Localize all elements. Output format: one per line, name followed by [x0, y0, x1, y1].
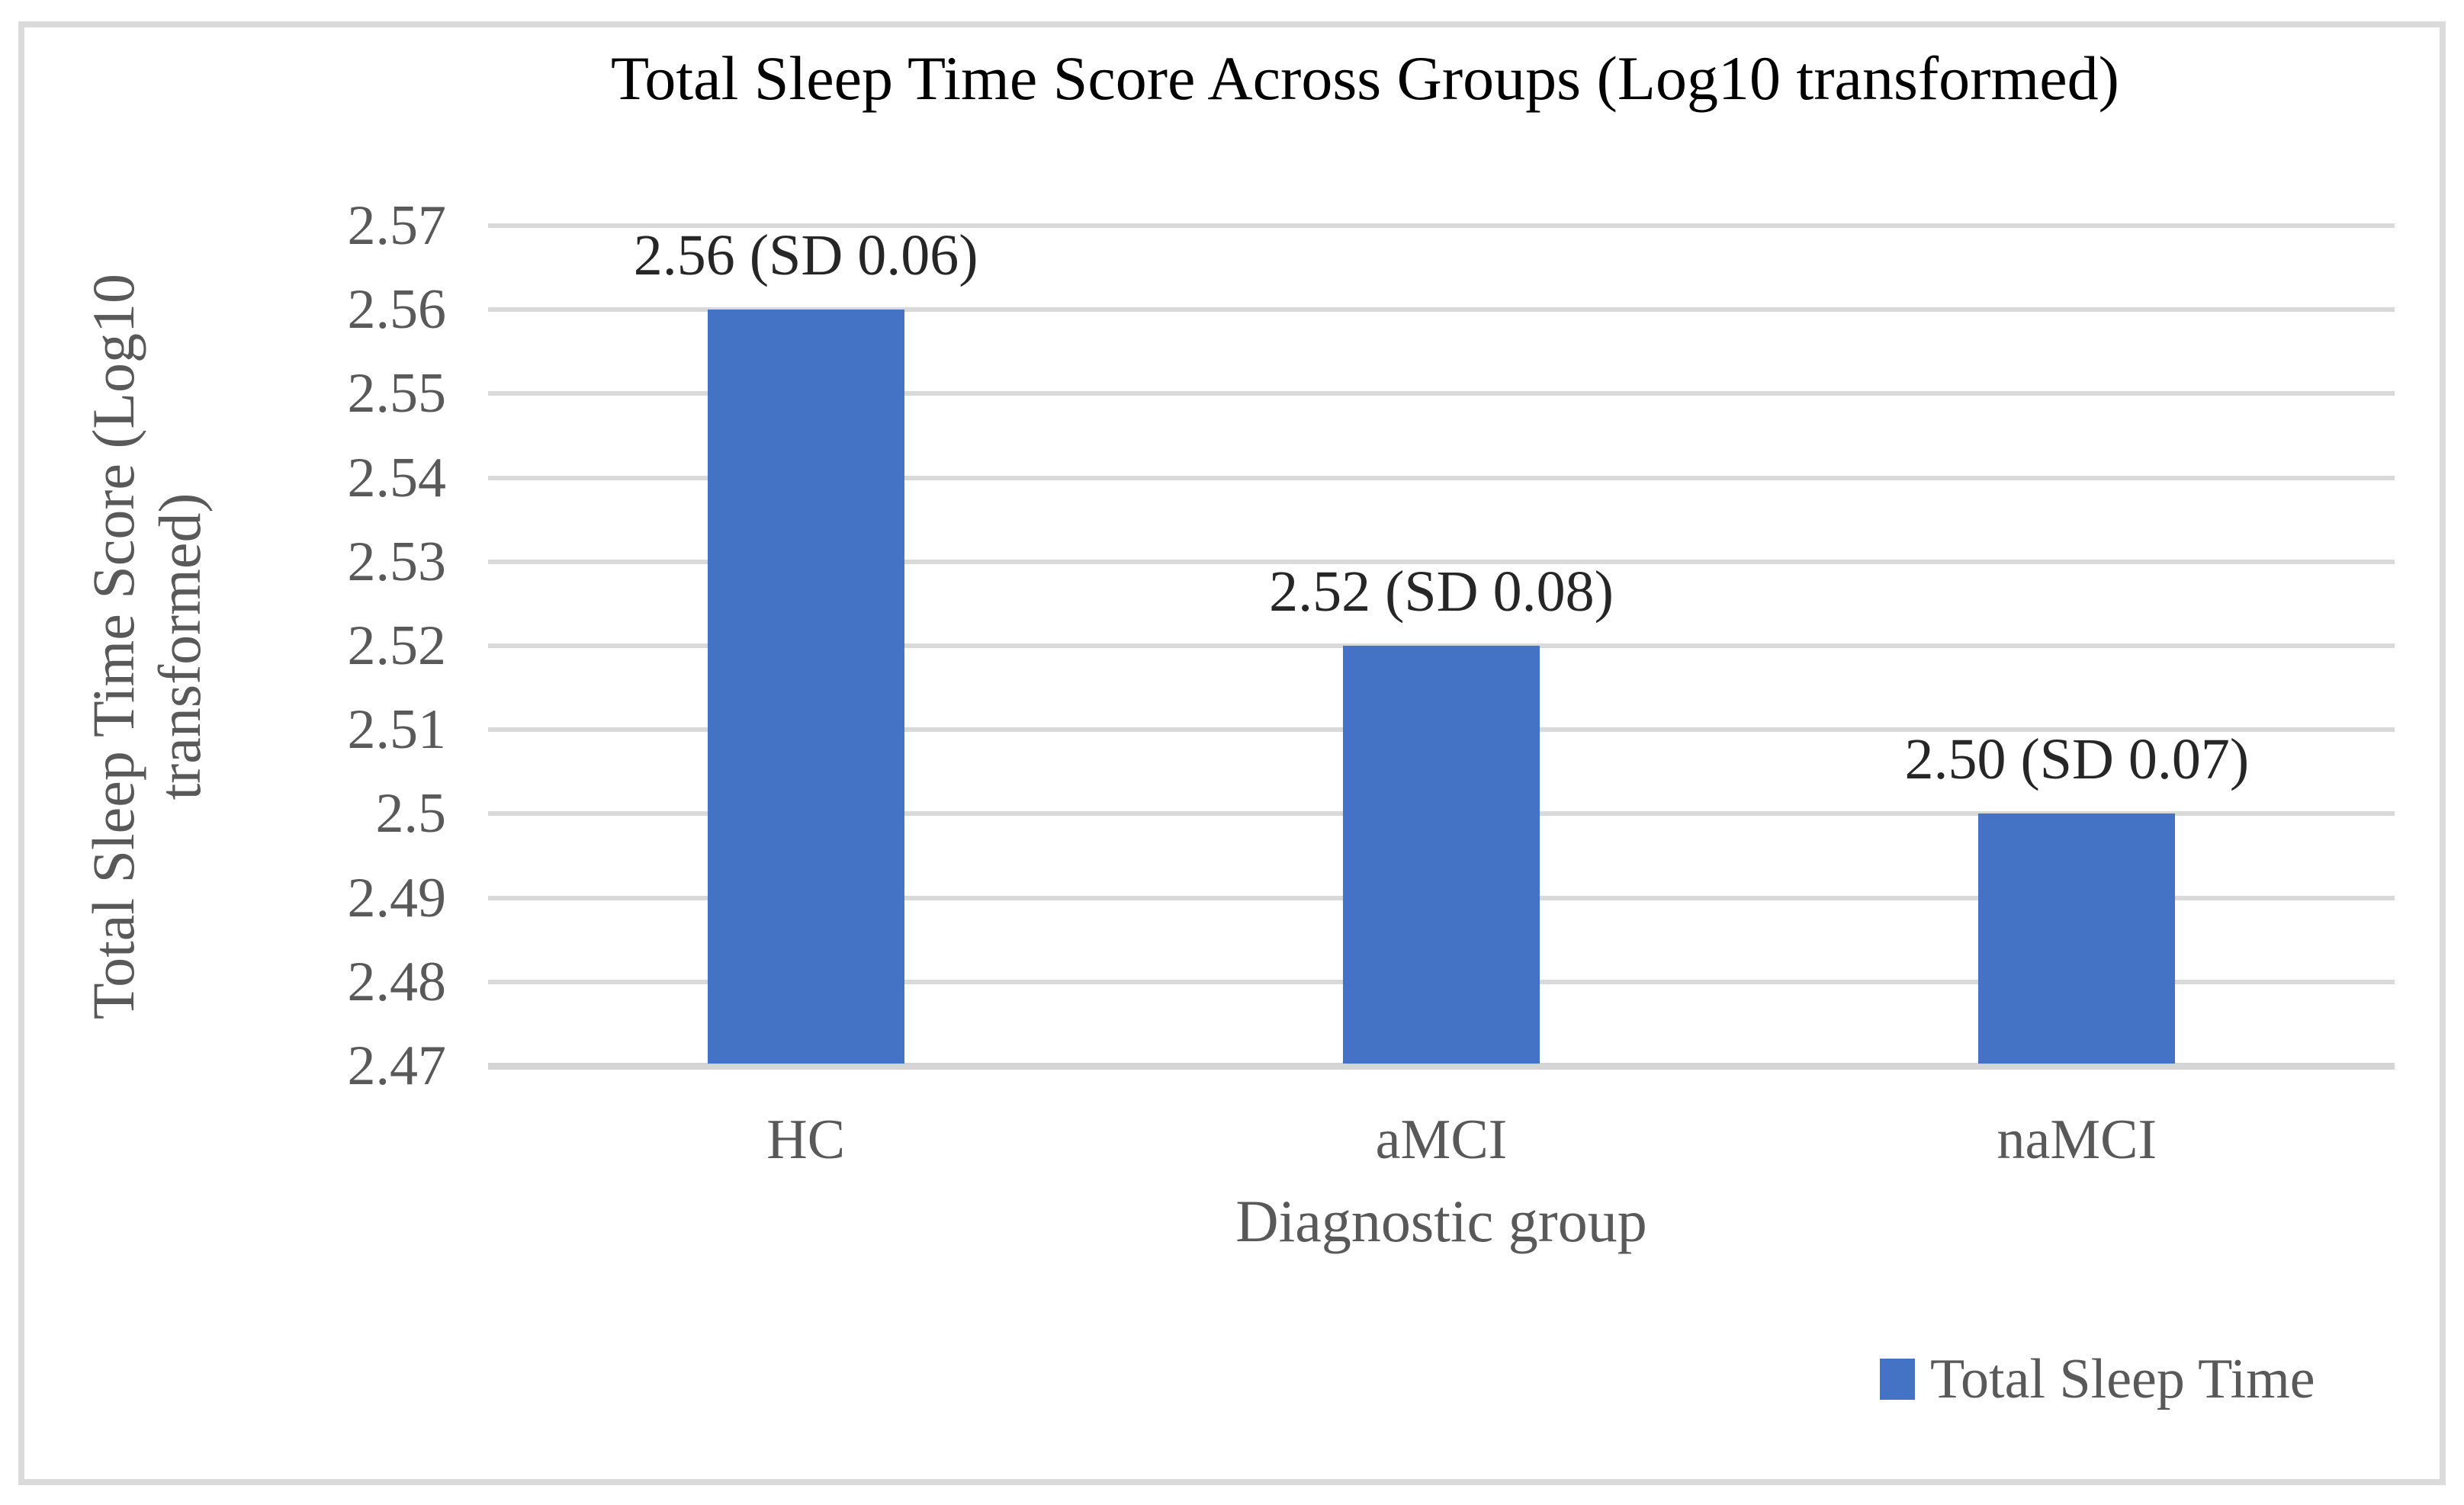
- gridline-2.47: [488, 1063, 2395, 1070]
- y-tick-label-2.47: 2.47: [347, 1035, 447, 1097]
- gridline-2.54: [488, 475, 2395, 480]
- y-tick-label-2.54: 2.54: [347, 446, 447, 509]
- x-axis-title: Diagnostic group: [1235, 1188, 1647, 1254]
- gridline-2.56: [488, 307, 2395, 313]
- data-label-aMCI: 2.52 (SD 0.08): [1269, 560, 1614, 624]
- chart-title: Total Sleep Time Score Across Groups (Lo…: [611, 43, 2119, 113]
- gridline-2.55: [488, 391, 2395, 396]
- y-tick-label-2.51: 2.51: [347, 698, 447, 762]
- y-tick-label-2.52: 2.52: [347, 615, 447, 677]
- legend-swatch-total-sleep-time: [1880, 1359, 1915, 1400]
- x-category-label-naMCI: naMCI: [1997, 1109, 2157, 1171]
- y-tick-label-2.57: 2.57: [347, 194, 447, 257]
- bar-aMCI: [1343, 646, 1540, 1064]
- y-tick-label-2.48: 2.48: [347, 950, 447, 1013]
- x-category-label-HC: HC: [766, 1109, 846, 1171]
- legend-label-total-sleep-time: Total Sleep Time: [1930, 1348, 2315, 1410]
- data-label-HC: 2.56 (SD 0.06): [633, 223, 978, 288]
- data-label-naMCI: 2.50 (SD 0.07): [1904, 727, 2250, 792]
- bar-HC: [707, 310, 904, 1064]
- legend: Total Sleep Time: [1880, 1345, 2315, 1414]
- y-tick-label-2.56: 2.56: [347, 278, 447, 342]
- y-tick-label-2.55: 2.55: [347, 362, 447, 425]
- gridline-2.53: [488, 559, 2395, 564]
- y-tick-label-2.49: 2.49: [347, 866, 447, 929]
- x-category-label-aMCI: aMCI: [1375, 1109, 1508, 1171]
- bar-naMCI: [1978, 813, 2176, 1064]
- y-tick-label-2.53: 2.53: [347, 530, 447, 593]
- y-tick-label-2.5: 2.5: [375, 782, 447, 846]
- gridline-2.57: [488, 223, 2395, 228]
